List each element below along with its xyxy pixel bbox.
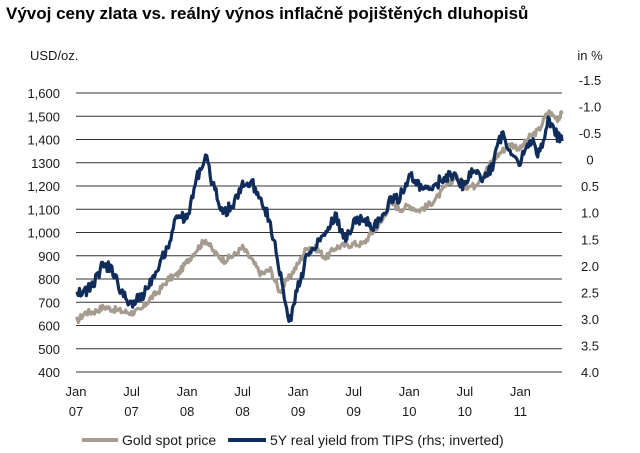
legend-label-gold: Gold spot price <box>122 432 216 448</box>
left-tick-label: 700 <box>38 295 60 310</box>
left-tick-label: 1,200 <box>27 179 60 194</box>
x-tick: Jan 11 <box>510 384 531 419</box>
right-tick-label: 1.5 <box>581 232 599 247</box>
left-axis-ticks: 1,600 1,500 1,400 1300 1,200 1,100 1,000 900 800… <box>27 86 60 380</box>
x-tick-year: 07 <box>124 404 138 419</box>
x-tick-month: Jan <box>177 384 198 399</box>
right-tick-label: 4.0 <box>581 365 599 380</box>
x-tick-year: 07 <box>69 404 83 419</box>
x-tick-month: Jan <box>288 384 309 399</box>
x-tick-year: 09 <box>291 404 305 419</box>
gridlines <box>76 92 562 373</box>
left-tick-label: 800 <box>38 272 60 287</box>
left-tick-label: 1,100 <box>27 202 60 217</box>
right-axis-ticks: -1.5 -1.0 -0.5 0 0.5 1.0 1.5 2.0 2.5 3.0 3.5 4.0 <box>579 73 601 380</box>
gold-price-line <box>74 109 564 325</box>
x-tick: Jan 09 <box>288 384 309 419</box>
x-tick-year: 10 <box>458 404 472 419</box>
left-tick-label: 1,500 <box>27 109 60 124</box>
tips-yield-line <box>75 115 564 323</box>
x-tick: Jul 09 <box>345 384 362 419</box>
right-tick-label: 1.0 <box>581 206 599 221</box>
right-tick-label: 2.0 <box>581 259 599 274</box>
right-tick-label: 2.5 <box>581 285 599 300</box>
x-tick-month: Jan <box>399 384 420 399</box>
left-tick-label: 1300 <box>31 156 60 171</box>
right-axis-title: in % <box>577 48 603 63</box>
x-tick: Jan 10 <box>399 384 420 419</box>
left-tick-label: 1,600 <box>27 86 60 101</box>
right-tick-label: -1.0 <box>579 100 601 115</box>
left-tick-label: 1,400 <box>27 133 60 148</box>
right-tick-label: -1.5 <box>579 73 601 88</box>
x-tick: Jul 08 <box>234 384 251 419</box>
x-tick-month: Jul <box>345 384 362 399</box>
x-axis-ticks: Jan 07 Jul 07 Jan 08 Jul 08 Jan 09 Jul 09 Jan 10 Jul 10… <box>66 384 531 419</box>
left-tick-label: 400 <box>38 365 60 380</box>
x-tick-year: 08 <box>235 404 249 419</box>
series-lines <box>74 109 564 325</box>
left-axis-title: USD/oz. <box>30 48 78 63</box>
x-tick: Jul 10 <box>456 384 473 419</box>
right-tick-label: 0.5 <box>581 179 599 194</box>
x-tick: Jan 07 <box>66 384 87 419</box>
x-tick-year: 09 <box>346 404 360 419</box>
chart-title: Vývoj ceny zlata vs. reálný výnos inflač… <box>6 4 529 23</box>
right-tick-label: 3.0 <box>581 312 599 327</box>
x-tick-month: Jul <box>456 384 473 399</box>
left-tick-label: 1,000 <box>27 226 60 241</box>
legend-label-tips: 5Y real yield from TIPS (rhs; inverted) <box>270 432 504 448</box>
x-tick-year: 10 <box>402 404 416 419</box>
x-tick: Jan 08 <box>177 384 198 419</box>
right-tick-label: -0.5 <box>579 126 601 141</box>
x-tick: Jul 07 <box>123 384 140 419</box>
x-tick-month: Jan <box>510 384 531 399</box>
x-tick-month: Jul <box>234 384 251 399</box>
x-tick-year: 11 <box>514 404 528 419</box>
right-tick-label: 3.5 <box>581 338 599 353</box>
right-tick-label: 0 <box>586 153 593 168</box>
legend: Gold spot price 5Y real yield from TIPS … <box>82 432 504 448</box>
left-tick-label: 900 <box>38 249 60 264</box>
x-tick-month: Jul <box>123 384 140 399</box>
left-tick-label: 500 <box>38 342 60 357</box>
x-tick-month: Jan <box>66 384 87 399</box>
left-tick-label: 600 <box>38 319 60 334</box>
x-tick-year: 08 <box>180 404 194 419</box>
